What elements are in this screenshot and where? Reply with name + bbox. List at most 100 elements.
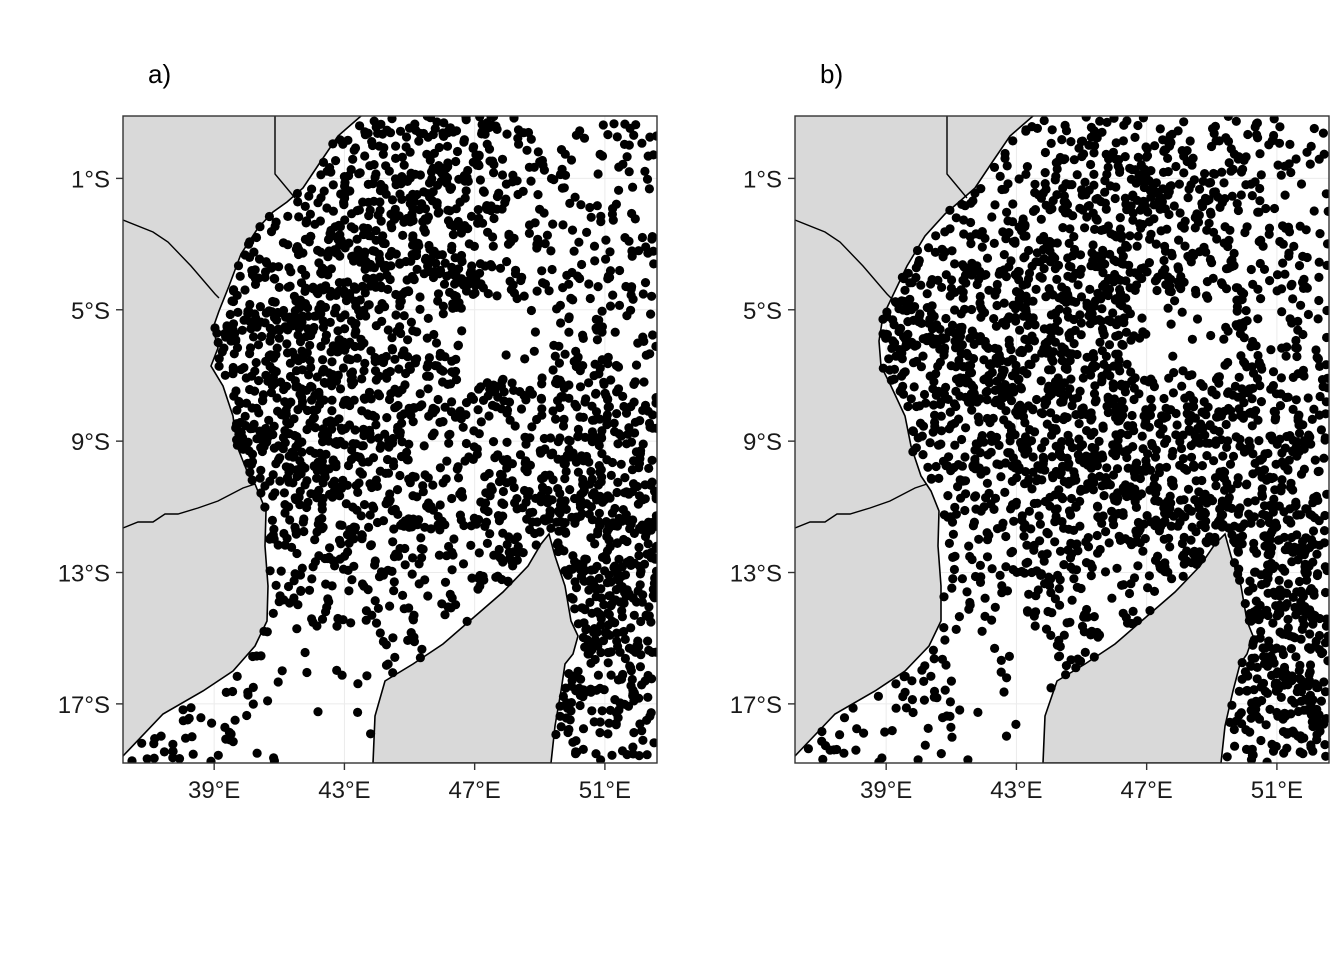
occurrence-point xyxy=(252,748,262,758)
occurrence-point xyxy=(239,363,249,373)
occurrence-point xyxy=(1086,159,1096,170)
occurrence-point xyxy=(1074,419,1084,429)
occurrence-point xyxy=(1024,589,1034,599)
occurrence-point xyxy=(1272,286,1282,296)
occurrence-point xyxy=(923,462,933,472)
occurrence-point xyxy=(1204,178,1214,188)
occurrence-point xyxy=(441,163,451,173)
occurrence-point xyxy=(322,602,332,612)
occurrence-point xyxy=(1123,463,1133,473)
occurrence-point xyxy=(1103,221,1113,231)
occurrence-point xyxy=(1125,267,1135,277)
occurrence-point xyxy=(1063,430,1073,440)
occurrence-point xyxy=(614,554,624,564)
occurrence-point xyxy=(1303,393,1313,403)
occurrence-point xyxy=(920,740,930,750)
occurrence-point xyxy=(577,259,587,270)
occurrence-point xyxy=(1161,462,1172,472)
occurrence-point xyxy=(451,204,461,214)
occurrence-point xyxy=(423,591,433,601)
occurrence-point xyxy=(1121,380,1131,390)
occurrence-point xyxy=(471,273,481,283)
occurrence-point xyxy=(619,598,629,608)
occurrence-point xyxy=(1261,720,1271,730)
occurrence-point xyxy=(1250,496,1260,506)
occurrence-point xyxy=(935,399,946,409)
occurrence-point xyxy=(929,400,939,410)
occurrence-point xyxy=(505,276,515,286)
occurrence-point xyxy=(1122,359,1132,369)
occurrence-point xyxy=(897,296,907,306)
occurrence-point xyxy=(1023,607,1033,617)
occurrence-point xyxy=(395,430,405,440)
occurrence-point xyxy=(629,688,640,698)
occurrence-point xyxy=(1291,652,1301,662)
occurrence-point xyxy=(638,289,648,299)
occurrence-point xyxy=(434,269,444,279)
occurrence-point xyxy=(450,253,460,263)
occurrence-point xyxy=(535,204,545,214)
occurrence-point xyxy=(536,497,546,507)
occurrence-point xyxy=(440,577,451,587)
occurrence-point xyxy=(1207,387,1217,397)
occurrence-point xyxy=(329,343,339,353)
occurrence-point xyxy=(595,717,605,727)
occurrence-point xyxy=(973,707,983,718)
occurrence-point xyxy=(355,121,365,131)
occurrence-point xyxy=(1253,284,1263,294)
occurrence-point xyxy=(475,259,485,269)
occurrence-point xyxy=(447,493,457,504)
occurrence-point xyxy=(408,471,418,481)
occurrence-point xyxy=(601,254,611,264)
occurrence-point xyxy=(1008,565,1018,575)
occurrence-point xyxy=(1063,545,1073,555)
occurrence-point xyxy=(365,281,375,291)
occurrence-point xyxy=(488,437,499,447)
occurrence-point xyxy=(1045,257,1056,267)
occurrence-point xyxy=(550,351,560,361)
occurrence-point xyxy=(1217,167,1227,177)
occurrence-point xyxy=(291,366,302,376)
occurrence-point xyxy=(947,246,957,256)
occurrence-point xyxy=(1227,191,1237,201)
occurrence-point xyxy=(1291,154,1301,164)
occurrence-point xyxy=(564,312,574,322)
occurrence-point xyxy=(313,245,323,255)
occurrence-point xyxy=(613,439,623,449)
occurrence-point xyxy=(1314,272,1324,282)
occurrence-point xyxy=(533,190,543,200)
occurrence-point xyxy=(586,533,596,543)
occurrence-point xyxy=(291,525,301,536)
occurrence-point xyxy=(365,161,375,171)
occurrence-point xyxy=(240,250,250,260)
occurrence-point xyxy=(1228,451,1239,461)
occurrence-point xyxy=(404,123,415,133)
occurrence-point xyxy=(1322,332,1329,343)
occurrence-point xyxy=(1065,553,1076,563)
occurrence-point xyxy=(1058,183,1068,193)
country-border xyxy=(274,116,296,199)
occurrence-point xyxy=(1132,241,1142,251)
occurrence-point xyxy=(990,398,1000,408)
occurrence-point xyxy=(1186,452,1197,462)
occurrence-point xyxy=(347,373,357,383)
occurrence-point xyxy=(397,194,407,204)
occurrence-point xyxy=(345,529,355,539)
occurrence-point xyxy=(1018,366,1028,376)
occurrence-point xyxy=(391,310,401,320)
occurrence-point xyxy=(241,442,251,452)
occurrence-point xyxy=(362,273,372,283)
occurrence-point xyxy=(566,681,577,691)
occurrence-point xyxy=(1289,542,1300,552)
occurrence-point xyxy=(1067,180,1077,190)
occurrence-point xyxy=(502,539,512,550)
occurrence-point xyxy=(1256,235,1266,245)
occurrence-point xyxy=(1093,512,1103,522)
occurrence-point xyxy=(503,239,514,249)
occurrence-point xyxy=(548,219,558,229)
occurrence-point xyxy=(343,277,353,287)
occurrence-point xyxy=(1195,184,1205,194)
occurrence-point xyxy=(551,378,561,388)
occurrence-point xyxy=(1036,376,1046,386)
occurrence-point xyxy=(540,279,551,289)
